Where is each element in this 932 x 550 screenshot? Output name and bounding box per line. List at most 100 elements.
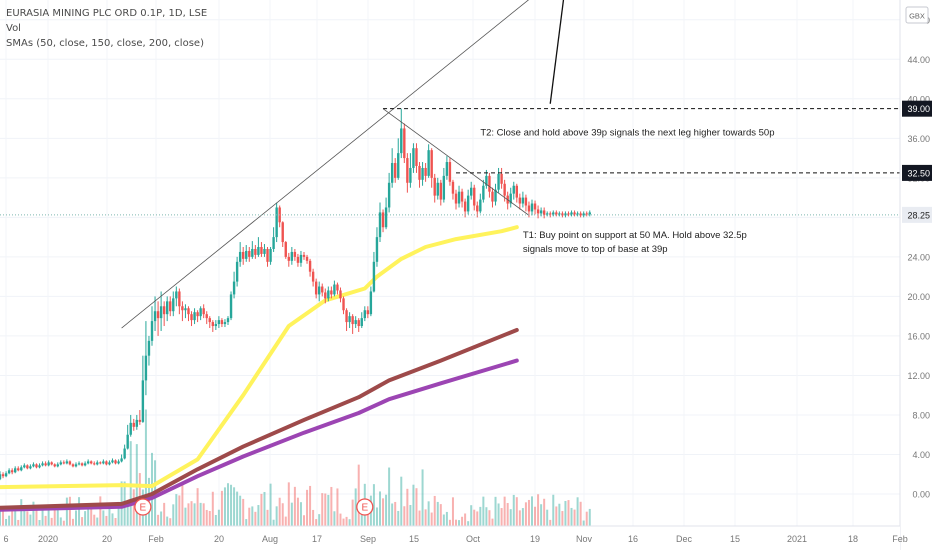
candle-body — [311, 271, 315, 282]
volume-bar — [379, 491, 381, 526]
volume-bar — [245, 519, 248, 526]
volume-bar — [205, 509, 208, 526]
volume-bar — [62, 520, 65, 526]
candle-body — [232, 281, 236, 295]
volume-bar — [315, 519, 318, 526]
candle-body — [339, 290, 342, 299]
volume-bar — [68, 496, 71, 526]
price-label-text: 28.25 — [907, 210, 930, 220]
trendline — [382, 108, 530, 216]
volume-bar — [476, 511, 479, 526]
volume-bar — [409, 505, 412, 526]
volume-bar — [321, 493, 324, 526]
candle-body — [314, 281, 318, 295]
candle-body — [479, 199, 482, 212]
candle-body — [327, 290, 330, 299]
candle-body — [29, 466, 32, 469]
time-tick-label: 2021 — [787, 534, 807, 544]
volume-bar — [157, 514, 160, 526]
volume-bar — [470, 505, 473, 526]
candle-body — [336, 284, 339, 291]
candle-body — [10, 470, 14, 473]
candle-body — [381, 212, 385, 228]
time-tick-label: Sep — [360, 534, 376, 544]
candle-body — [62, 462, 66, 464]
candle-body — [199, 308, 202, 317]
volume-bar — [327, 494, 330, 526]
volume-bar — [324, 493, 327, 526]
candle-body — [354, 320, 357, 325]
candle-body — [20, 467, 23, 471]
price-label-box — [902, 164, 932, 181]
candle-body — [102, 461, 105, 464]
candle-body — [196, 312, 199, 317]
candle-body — [4, 473, 8, 477]
annotation-text[interactable]: T2: Close and hold above 39p signals the… — [480, 127, 774, 138]
volume-bar — [567, 500, 570, 526]
candle-body — [515, 185, 518, 198]
volume-bar — [527, 499, 530, 526]
candle-body — [71, 464, 75, 467]
candle-body — [500, 173, 503, 184]
volume-bar — [382, 498, 385, 526]
volume-bar — [223, 487, 226, 526]
candle-body — [473, 187, 476, 206]
time-axis[interactable]: 6 2020 20 Feb 20 Aug 17 Sep 15 Oct 19 Nov 16 Dec 15 202… — [0, 525, 908, 550]
sma-50-line — [0, 225, 519, 490]
candle-body — [418, 165, 421, 180]
volume-bar — [418, 510, 421, 526]
volume-bar — [503, 496, 506, 526]
time-tick-label: 16 — [628, 534, 638, 544]
candle-body — [476, 205, 479, 212]
candle-body — [375, 237, 379, 262]
candle-body — [178, 291, 181, 307]
volume-bar — [336, 488, 339, 526]
volume-bar — [96, 517, 99, 526]
volume-bar — [512, 494, 515, 526]
volume-bar — [482, 496, 485, 526]
candle-body — [564, 213, 567, 216]
volume-bar — [144, 409, 147, 526]
candle-body — [384, 207, 388, 228]
candle-body — [147, 340, 151, 356]
legend-title[interactable]: EURASIA MINING PLC ORD 0.1P, 1D, LSE — [6, 8, 208, 19]
grid — [0, 0, 901, 526]
volume-bar — [87, 507, 90, 526]
candle-body — [463, 201, 467, 212]
candle-body — [96, 462, 99, 465]
legend-volume[interactable]: Vol — [6, 23, 21, 34]
candle-body — [172, 298, 175, 312]
annotation-text[interactable]: signals move to top of base at 39p — [523, 244, 668, 255]
candle-body — [226, 318, 230, 323]
volume-bar — [254, 511, 257, 526]
candle-body — [588, 212, 591, 215]
volume-bar — [260, 493, 263, 526]
candle-body — [509, 193, 512, 204]
candle-body — [263, 248, 266, 254]
candle-body — [366, 310, 370, 315]
candle-body — [296, 256, 300, 263]
currency-label[interactable]: GBX — [909, 12, 925, 21]
candle-body — [111, 460, 114, 463]
volume-bar — [351, 499, 354, 526]
volume-bar — [275, 506, 278, 526]
candle-body — [266, 248, 269, 262]
candle-body — [105, 461, 108, 465]
earnings-marker-label: E — [140, 503, 147, 514]
price-axis[interactable]: 0.004.008.0012.0016.0020.0024.0028.0032.… — [899, 0, 932, 550]
price-tick-label: 4.00 — [912, 450, 930, 460]
annotation-text[interactable]: T1: Buy point on support at 50 MA. Hold … — [523, 230, 747, 241]
candle-body — [433, 177, 436, 196]
legend-smas[interactable]: SMAs (50, close, 150, close, 200, close) — [6, 38, 204, 49]
candle-body — [372, 261, 376, 292]
volume-bar — [84, 511, 87, 526]
candle-body — [214, 324, 218, 327]
candle-body — [488, 175, 491, 192]
candle-body — [123, 448, 126, 459]
candle-body — [135, 419, 138, 427]
volume-bar — [278, 497, 281, 526]
arrow-shaft — [549, 0, 565, 104]
candle-body — [357, 320, 360, 327]
candle-body — [269, 248, 272, 262]
